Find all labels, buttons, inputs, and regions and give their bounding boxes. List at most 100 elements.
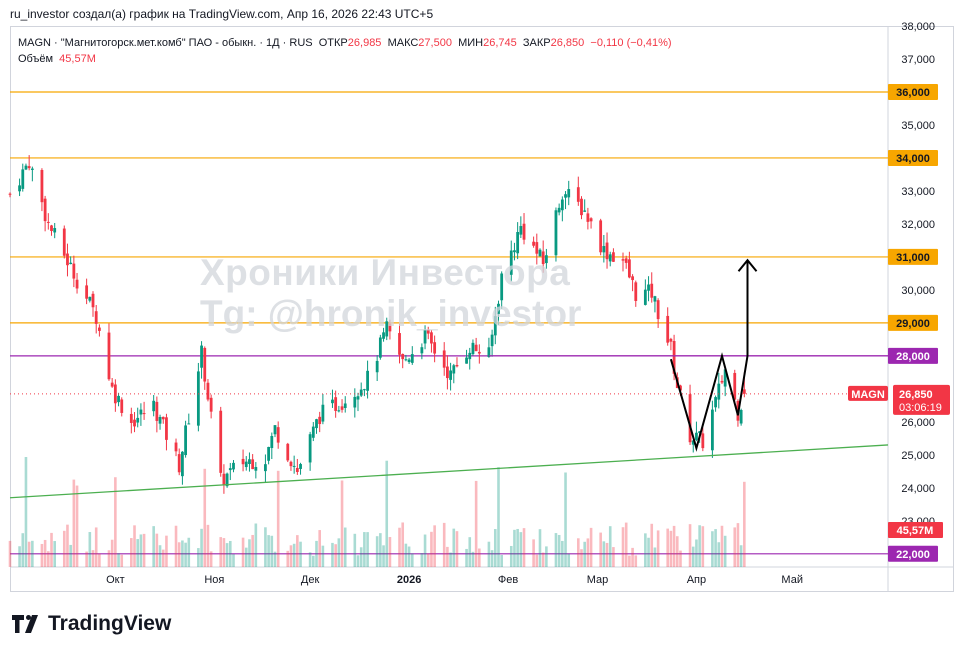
candle-body	[88, 296, 92, 301]
candle-body	[589, 218, 593, 222]
volume-bar	[509, 545, 513, 567]
x-tick-label: Апр	[687, 574, 706, 586]
volume-bar	[222, 538, 226, 567]
volume-bar	[72, 479, 76, 567]
candle-body	[334, 397, 338, 411]
candle-body	[656, 300, 660, 320]
candle-body	[580, 198, 583, 216]
volume-bar	[88, 532, 92, 567]
candle-body	[75, 279, 79, 289]
volume-bar	[545, 546, 548, 567]
volume-bar	[519, 532, 523, 567]
volume-bar	[621, 527, 625, 567]
volume-bar	[720, 525, 724, 567]
candle-body	[711, 409, 714, 451]
volume-bar	[21, 533, 25, 567]
volume-bar	[66, 524, 69, 567]
candle-body	[701, 433, 705, 449]
candle-body	[720, 380, 724, 383]
candle-body	[308, 434, 312, 463]
candle-body	[688, 394, 692, 443]
candle-body	[583, 210, 587, 212]
candle-body	[295, 467, 299, 472]
volume-bar	[27, 541, 31, 567]
volume-bar	[248, 539, 251, 567]
volume-bar	[420, 553, 424, 567]
candle-body	[599, 220, 603, 253]
volume-bar	[366, 532, 369, 567]
legend-open: 26,985	[347, 37, 382, 49]
volume-bar	[564, 472, 567, 567]
volume-bar	[468, 537, 472, 567]
volume-bar	[232, 554, 235, 567]
volume-bar	[142, 533, 146, 567]
x-tick-label: Май	[781, 574, 803, 586]
volume-bar	[117, 553, 120, 567]
volume-bar	[200, 528, 203, 567]
volume-bar	[375, 536, 379, 567]
candle-body	[142, 413, 146, 415]
level-price-tag	[888, 545, 938, 562]
volume-bar	[733, 527, 737, 567]
volume-bar	[471, 551, 475, 567]
volume-bar	[286, 550, 290, 567]
volume-bar	[474, 480, 478, 567]
volume-bar	[398, 527, 401, 567]
tradingview-logo[interactable]: TradingView	[12, 612, 171, 636]
candle-body	[40, 169, 44, 203]
volume-bar	[497, 467, 500, 567]
candle-body	[666, 315, 670, 343]
candle-body	[634, 282, 638, 301]
volume-bar	[165, 535, 168, 567]
candle-body	[165, 417, 168, 440]
candle-body	[621, 259, 625, 261]
candle-body	[270, 435, 274, 449]
volume-bar	[267, 535, 270, 567]
candle-body	[714, 397, 717, 408]
candle-body	[337, 410, 341, 412]
legend-close-label: ЗАКР	[522, 37, 551, 49]
volume-bar	[340, 480, 344, 567]
volume-bar	[299, 541, 302, 567]
candle-body	[264, 464, 267, 472]
volume-bar	[254, 523, 258, 567]
candle-body	[509, 250, 513, 275]
candle-body	[449, 370, 452, 380]
volume-bar	[679, 550, 682, 567]
volume-bar	[318, 530, 321, 567]
volume-bar	[334, 544, 337, 567]
candle-body	[560, 199, 564, 211]
volume-bar	[158, 545, 162, 567]
trend-line	[9, 444, 889, 499]
candle-body	[46, 221, 50, 223]
candle-body	[452, 365, 456, 374]
candle-body	[155, 401, 159, 421]
volume-bar	[337, 538, 341, 567]
candle-body	[244, 461, 248, 468]
candle-body	[129, 413, 133, 423]
volume-bar	[701, 526, 705, 567]
volume-bar	[251, 534, 254, 567]
candle-body	[519, 226, 523, 235]
candle-body	[650, 283, 654, 298]
watermark-line1: Хроники Инвестора	[200, 252, 571, 293]
volume-bar	[465, 548, 468, 567]
forecast-arrowhead	[737, 258, 758, 272]
candle-body	[723, 369, 727, 387]
volume-bar	[653, 547, 657, 567]
candle-body	[136, 417, 140, 423]
candle-body	[85, 285, 89, 299]
chart-frame[interactable]	[10, 26, 954, 592]
level-price-tag	[888, 314, 938, 331]
volume-bar	[452, 528, 456, 567]
volume-bar	[599, 532, 602, 567]
y-tick-label: 32,000	[901, 219, 935, 231]
volume-bar	[605, 542, 609, 567]
volume-bar	[228, 540, 232, 567]
candle-body	[375, 360, 379, 373]
level-price-tag	[888, 83, 938, 100]
volume-bar	[407, 546, 411, 567]
candle-body	[152, 400, 156, 412]
volume-bar	[177, 542, 181, 567]
